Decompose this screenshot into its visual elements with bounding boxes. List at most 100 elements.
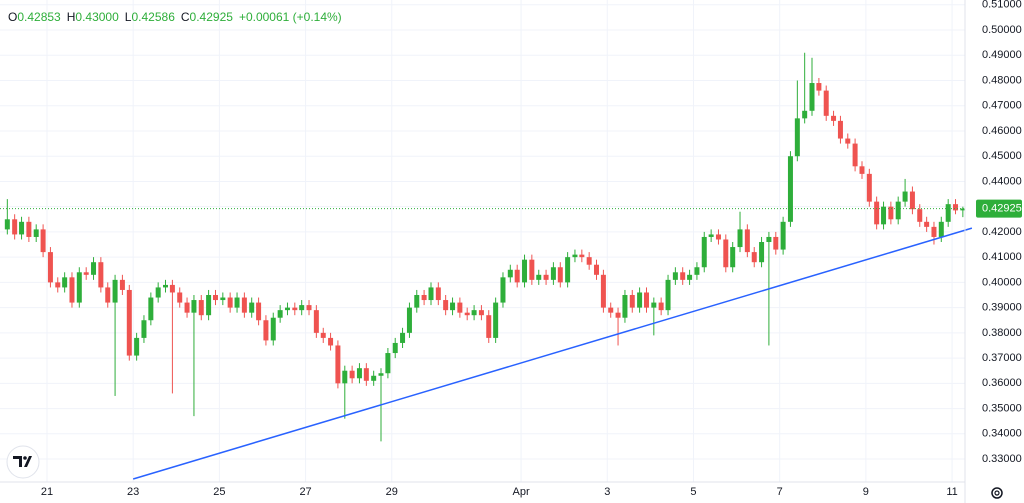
candle-body	[163, 284, 169, 288]
candle-body	[960, 208, 966, 211]
candle-body	[651, 302, 657, 308]
candle-body	[270, 317, 276, 341]
candle-body	[557, 267, 563, 283]
candle-body	[529, 259, 535, 280]
candle-body	[931, 226, 937, 237]
candle-body	[141, 320, 147, 338]
y-tick-label: 0.35000	[982, 402, 1022, 414]
candle-body	[744, 229, 750, 253]
y-tick-label: 0.36000	[982, 377, 1022, 389]
candle-body	[780, 221, 786, 250]
candle-body	[234, 297, 240, 308]
candle-body	[945, 204, 951, 222]
y-tick-label: 0.39000	[982, 302, 1022, 314]
candle-body	[40, 229, 46, 253]
candle-body	[112, 279, 118, 303]
legend-key: L	[125, 10, 132, 24]
candle-body	[169, 284, 175, 293]
candle-body	[342, 370, 348, 384]
x-tick-label: 11	[946, 486, 957, 498]
candle-body	[414, 295, 420, 308]
candle-body	[76, 272, 82, 303]
candle-body	[385, 353, 391, 374]
candle-body	[874, 201, 880, 225]
plot	[0, 52, 973, 480]
candle-body	[715, 234, 721, 240]
candle-body	[730, 247, 736, 268]
candle-body	[134, 337, 140, 356]
legend-value: 0.42586	[131, 10, 175, 24]
candle-body	[615, 312, 621, 318]
y-tick-label: 0.46000	[982, 125, 1022, 137]
candle-body	[478, 310, 484, 316]
y-tick-label: 0.41000	[982, 251, 1022, 263]
candle-body	[421, 295, 427, 301]
candle-body	[802, 110, 808, 119]
x-tick-label: 29	[386, 486, 398, 498]
candle-body	[708, 234, 714, 237]
candle-body	[227, 297, 233, 308]
candle-body	[435, 287, 441, 301]
candle-body	[809, 83, 815, 111]
candle-body	[902, 191, 908, 202]
candle-body	[536, 274, 542, 280]
candle-body	[55, 282, 61, 288]
candle-body	[406, 307, 412, 333]
candle-body	[249, 302, 255, 313]
candle-body	[600, 274, 606, 308]
candle-body	[119, 279, 125, 290]
candle-body	[26, 221, 32, 237]
candle-body	[507, 269, 513, 278]
candle-body	[845, 138, 851, 144]
y-tick-label: 0.51000	[982, 0, 1022, 11]
candle-body	[184, 302, 190, 313]
candle-body	[680, 272, 686, 280]
candle-body	[493, 302, 499, 338]
candle-body	[658, 302, 664, 311]
candle-body	[859, 166, 865, 174]
trend-line	[132, 227, 973, 480]
x-tick-label: 7	[777, 486, 783, 498]
y-tick-label: 0.40000	[982, 276, 1022, 288]
candle-body	[212, 295, 218, 301]
candle-body	[155, 287, 161, 298]
candle-body	[565, 257, 571, 283]
candle-body	[400, 332, 406, 343]
candle-body	[206, 295, 212, 316]
candle-body	[177, 292, 183, 303]
candle-body	[593, 264, 599, 275]
candle-body	[220, 297, 226, 301]
candle-body	[19, 221, 25, 235]
candle-body	[924, 221, 930, 227]
candle-body	[629, 295, 635, 308]
settings-icon[interactable]	[991, 487, 1003, 499]
y-tick-label: 0.34000	[982, 428, 1022, 440]
y-tick-label: 0.37000	[982, 352, 1022, 364]
candle-body	[356, 368, 362, 379]
candle-body	[522, 259, 528, 283]
candle-body	[787, 156, 793, 222]
candle-body	[737, 229, 743, 248]
y-tick-label: 0.49000	[982, 49, 1022, 61]
candle-body	[392, 342, 398, 354]
x-tick-label: 9	[863, 486, 869, 498]
candle-body	[471, 310, 477, 316]
candle-body	[694, 267, 700, 275]
candle-body	[881, 206, 887, 225]
candle-body	[543, 274, 549, 280]
candle-body	[457, 302, 463, 313]
candle-body	[335, 345, 341, 384]
candle-body	[766, 236, 772, 243]
y-tick-label: 0.45000	[982, 150, 1022, 162]
legend-change: +0.00061 (+0.14%)	[239, 10, 342, 24]
candle-body	[572, 254, 578, 258]
candle-body	[514, 269, 520, 283]
logo	[6, 445, 40, 479]
candle-body	[837, 120, 843, 139]
candle-body	[486, 315, 492, 338]
candle-body	[349, 370, 355, 379]
x-tick-label: 23	[127, 486, 139, 498]
candle-body	[313, 310, 319, 333]
candle-body	[643, 292, 649, 308]
